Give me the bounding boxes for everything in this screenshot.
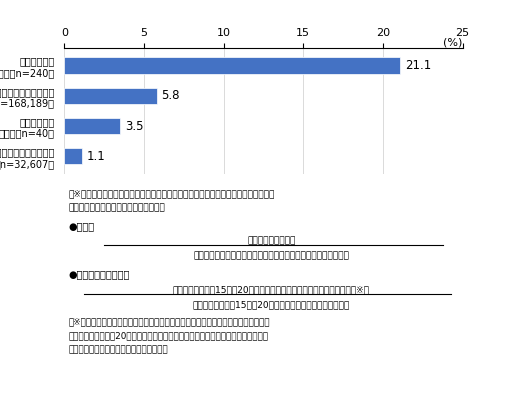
Bar (64, 148, 82, 164)
Text: （※）　国勢調査における母子（父子）世帯とは、未婚、死別又は離別の女（男）親: （※） 国勢調査における母子（父子）世帯とは、未婚、死別又は離別の女（男）親 (68, 318, 270, 327)
Text: 1.1: 1.1 (86, 150, 105, 163)
Text: と、その未婚の20歳未満の子どものみから成る一般世帯であり、２０歳以上の: と、その未婚の20歳未満の子どものみから成る一般世帯であり、２０歳以上の (68, 331, 268, 340)
Text: の子どもがいる場合は含まれません。: の子どもがいる場合は含まれません。 (68, 345, 168, 354)
Bar (64, 57, 400, 74)
Text: 父子世帯の割合を算出しています。: 父子世帯の割合を算出しています。 (68, 203, 165, 212)
Text: 21.1: 21.1 (405, 59, 431, 72)
Text: 有効回答数－［（ひとり暮らしの者の数）＋（無効回答者数）］: 有効回答数－［（ひとり暮らしの者の数）＋（無効回答者数）］ (193, 251, 350, 261)
Text: （※）ここでは、本調査又は平成１７年国勢調査の結果を基に、次のとおり母子又は: （※）ここでは、本調査又は平成１７年国勢調査の結果を基に、次のとおり母子又は (68, 189, 274, 198)
Text: ●本調査: ●本調査 (68, 221, 95, 231)
Text: 最年少の子どもが15歳以20歳未満の子どもがいる親族世帯数: 最年少の子どもが15歳以20歳未満の子どもがいる親族世帯数 (193, 300, 350, 309)
Text: 最年少の子どもが15歳以20歳未満の子どものいる母子（父子）世帯数（※）: 最年少の子どもが15歳以20歳未満の子どものいる母子（父子）世帯数（※） (173, 285, 370, 294)
Bar (64, 88, 157, 104)
Text: 5.8: 5.8 (161, 89, 180, 102)
Text: 母子（父子）世帯数: 母子（父子）世帯数 (247, 236, 296, 246)
Text: ●平成１７年国勢調査: ●平成１７年国勢調査 (68, 269, 130, 279)
Bar (64, 118, 120, 134)
Text: 3.5: 3.5 (125, 120, 143, 133)
Text: (%): (%) (443, 38, 463, 48)
